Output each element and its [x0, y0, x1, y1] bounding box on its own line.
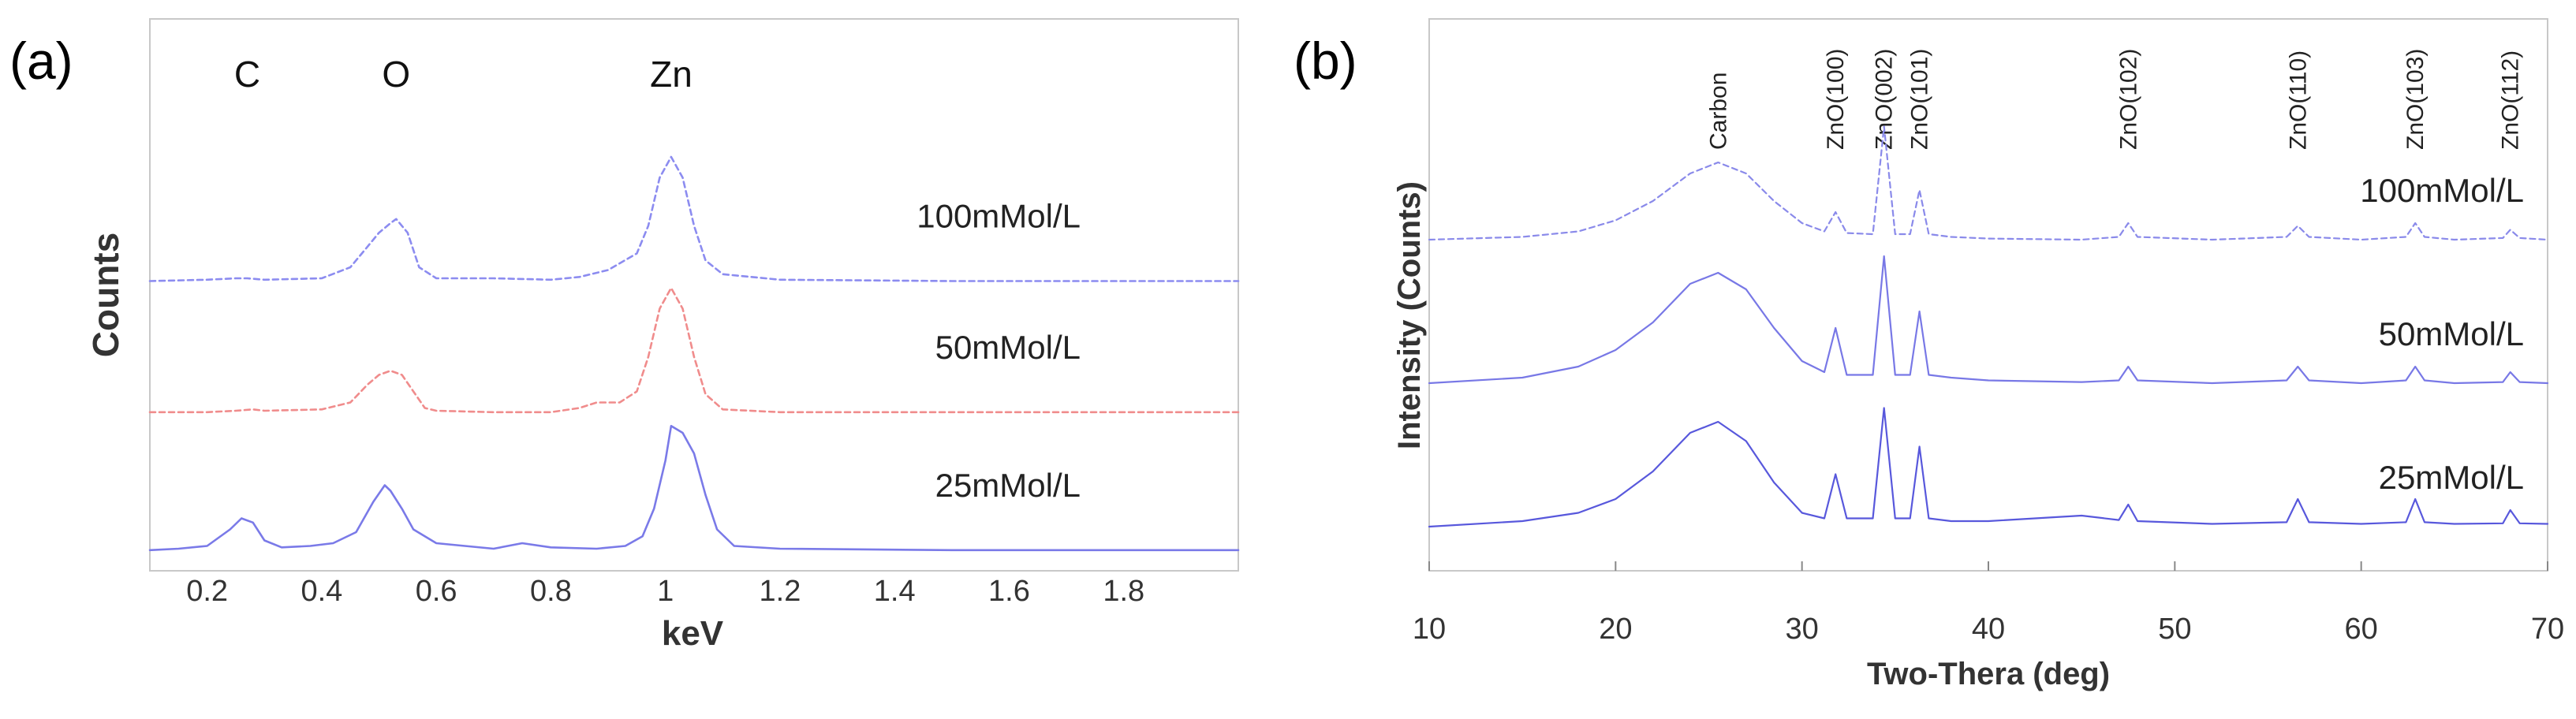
panel-a-xlabel: keV: [662, 614, 724, 653]
peak-annotation: ZnO(102): [2115, 49, 2141, 150]
panel-a-letter: (a): [9, 32, 73, 90]
series-line: [1428, 125, 2549, 241]
series-label: 25mMol/L: [935, 467, 1081, 504]
x-tick-label: 0.4: [301, 575, 342, 608]
x-tick-label: 40: [1972, 613, 2005, 646]
peak-annotation: ZnO(100): [1823, 49, 1849, 150]
panel-b-series: [1428, 125, 2549, 528]
peak-annotation: ZnO(101): [1907, 49, 1933, 150]
peak-annotation: ZnO(103): [2402, 49, 2429, 150]
peak-annotation: Carbon: [1705, 73, 1731, 150]
series-line: [148, 287, 1240, 414]
panel-a: (a) keV Counts 0.2 0.4 0.6 0.8 1 1.2 1.4 1.6 1.8…: [9, 18, 1240, 653]
series-label: 100mMol/L: [2360, 172, 2524, 209]
x-tick-label: 60: [2345, 613, 2378, 646]
peak-annotation: ZnO(110): [2285, 50, 2311, 150]
panel-b-letter: (b): [1294, 32, 1357, 90]
x-tick-label: 1.2: [760, 575, 801, 608]
peak-annotation: ZnO(002): [1872, 49, 1898, 150]
peak-annotation: Zn: [650, 54, 693, 95]
panel-b-annotations: Carbon ZnO(100) ZnO(002) ZnO(101) ZnO(102) Zn…: [1705, 49, 2523, 150]
x-tick-label: 70: [2531, 613, 2564, 646]
peak-annotation: O: [382, 54, 410, 95]
panel-a-ylabel: Counts: [85, 233, 126, 357]
panel-a-series-labels: 100mMol/L 50mMol/L 25mMol/L: [917, 198, 1081, 504]
series-line: [1428, 407, 2549, 528]
x-tick-label: 10: [1413, 613, 1446, 646]
x-tick-label: 1.6: [988, 575, 1030, 608]
x-tick-label: 0.8: [530, 575, 572, 608]
x-tick-label: 1.4: [874, 575, 916, 608]
x-tick-label: 0.6: [416, 575, 457, 608]
x-tick-label: 0.2: [186, 575, 228, 608]
panel-b-ticks: 10 20 30 40 50 60 70: [1413, 561, 2564, 646]
panel-a-frame: [149, 18, 1239, 572]
x-tick-label: 20: [1599, 613, 1632, 646]
x-tick-label: 30: [1786, 613, 1819, 646]
panel-b-series-labels: 100mMol/L 50mMol/L 25mMol/L: [2360, 172, 2524, 496]
peak-annotation: C: [234, 54, 260, 95]
panel-b-xlabel: Two-Thera (deg): [1867, 657, 2110, 691]
series-line: [148, 155, 1240, 282]
x-tick-label: 1.8: [1103, 575, 1144, 608]
panel-b-ylabel: Intensity (Counts): [1392, 181, 1427, 449]
panel-a-ticks: 0.2 0.4 0.6 0.8 1 1.2 1.4 1.6 1.8: [186, 575, 1144, 608]
series-label: 50mMol/L: [935, 329, 1081, 366]
panel-a-series: [148, 155, 1240, 552]
series-line: [1428, 255, 2549, 385]
series-label: 100mMol/L: [917, 198, 1081, 235]
x-tick-label: 1: [657, 575, 674, 608]
series-line: [148, 425, 1240, 552]
series-label: 25mMol/L: [2379, 459, 2524, 496]
series-label: 50mMol/L: [2379, 315, 2524, 352]
peak-annotation: ZnO(112): [2498, 50, 2524, 150]
panel-b: (b) Two-Thera (deg) Intensity (Counts) 1…: [1294, 18, 2564, 691]
panel-a-annotations: C O Zn: [234, 54, 693, 95]
x-tick-label: 50: [2158, 613, 2191, 646]
